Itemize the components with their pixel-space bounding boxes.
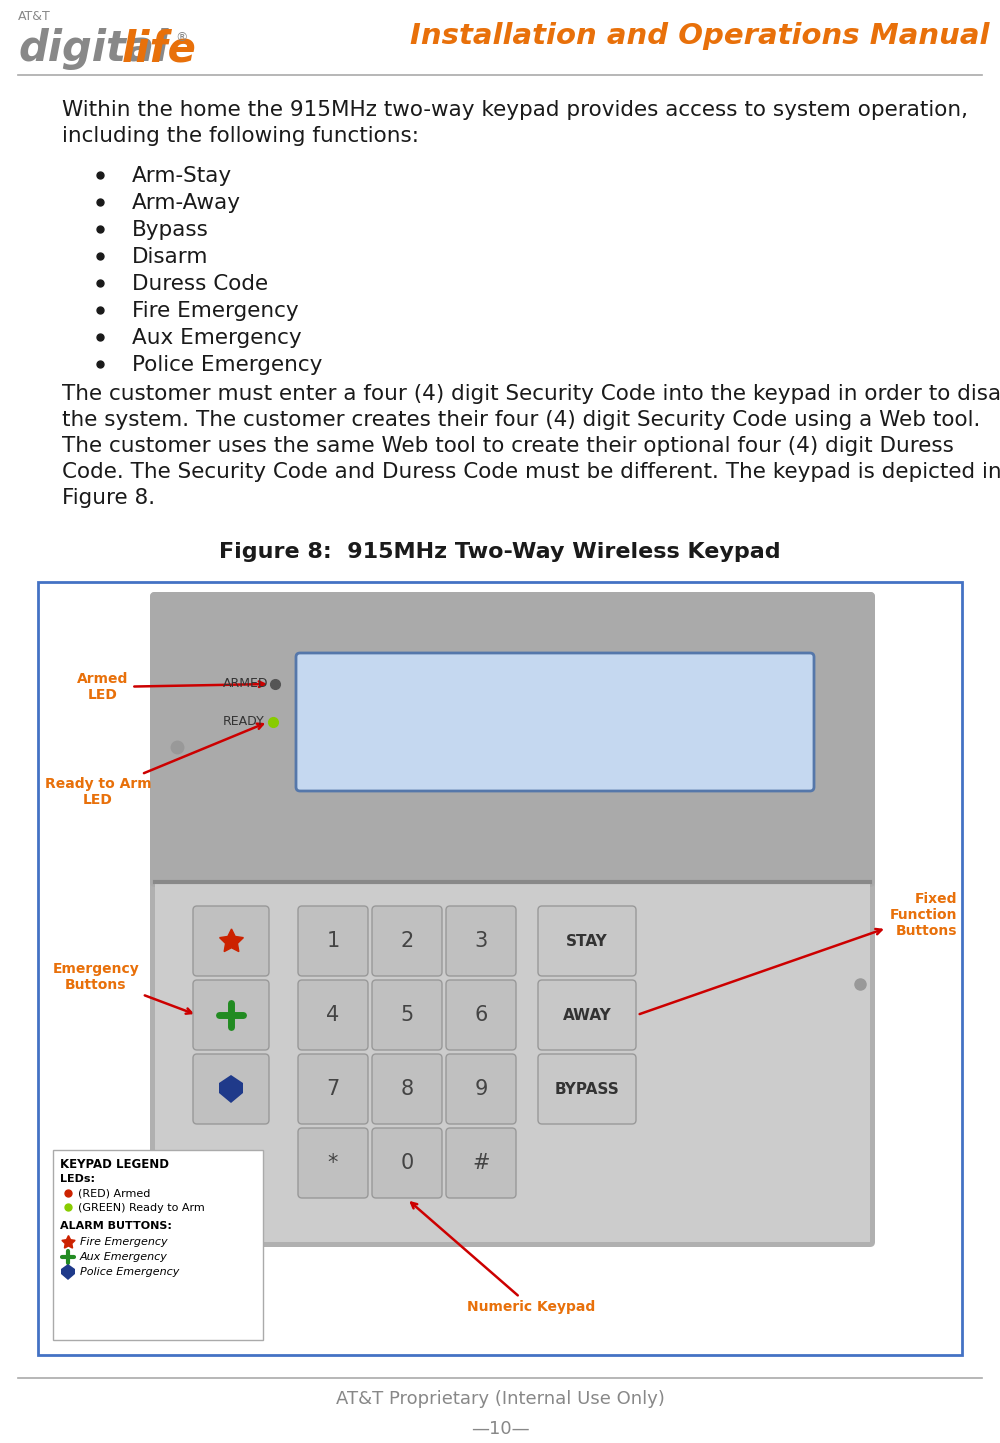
FancyBboxPatch shape [193, 906, 269, 975]
FancyBboxPatch shape [538, 1053, 636, 1124]
FancyBboxPatch shape [38, 582, 962, 1355]
Text: BYPASS: BYPASS [555, 1081, 619, 1097]
Text: digital: digital [18, 27, 168, 71]
FancyBboxPatch shape [446, 906, 516, 975]
Text: 2: 2 [400, 931, 414, 951]
Text: LEDs:: LEDs: [60, 1175, 95, 1185]
Text: Fixed
Function
Buttons: Fixed Function Buttons [640, 892, 957, 1014]
Text: Arm-Away: Arm-Away [132, 193, 241, 214]
Text: Disarm: Disarm [132, 247, 208, 267]
Text: Bypass: Bypass [132, 219, 209, 240]
Text: 3: 3 [474, 931, 488, 951]
Text: Emergency
Buttons: Emergency Buttons [53, 962, 192, 1013]
FancyBboxPatch shape [446, 1128, 516, 1198]
FancyBboxPatch shape [150, 592, 875, 1247]
FancyBboxPatch shape [446, 980, 516, 1051]
Text: AT&T Proprietary (Internal Use Only): AT&T Proprietary (Internal Use Only) [336, 1390, 664, 1408]
Text: Arm-Stay: Arm-Stay [132, 166, 232, 186]
FancyBboxPatch shape [298, 1053, 368, 1124]
FancyBboxPatch shape [372, 980, 442, 1051]
Text: Duress Code: Duress Code [132, 274, 268, 294]
Text: Police Emergency: Police Emergency [80, 1267, 179, 1277]
Text: The customer must enter a four (4) digit Security Code into the keypad in order : The customer must enter a four (4) digit… [62, 384, 1000, 404]
Text: Aux Emergency: Aux Emergency [132, 328, 302, 348]
Text: 5: 5 [400, 1004, 414, 1025]
Text: 8: 8 [400, 1079, 414, 1100]
Text: Numeric Keypad: Numeric Keypad [411, 1202, 595, 1315]
Text: 1: 1 [326, 931, 340, 951]
FancyBboxPatch shape [538, 980, 636, 1051]
FancyBboxPatch shape [296, 654, 814, 791]
Text: Police Emergency: Police Emergency [132, 355, 322, 375]
Text: The customer uses the same Web tool to create their optional four (4) digit Dure: The customer uses the same Web tool to c… [62, 436, 954, 456]
Text: AT&T: AT&T [18, 10, 51, 23]
Text: life: life [122, 27, 197, 71]
FancyBboxPatch shape [372, 1053, 442, 1124]
Text: Within the home the 915MHz two-way keypad provides access to system operation,: Within the home the 915MHz two-way keypa… [62, 100, 968, 120]
Text: ALARM BUTTONS:: ALARM BUTTONS: [60, 1221, 172, 1231]
Text: 6: 6 [474, 1004, 488, 1025]
Text: Code. The Security Code and Duress Code must be different. The keypad is depicte: Code. The Security Code and Duress Code … [62, 462, 1000, 482]
Text: 4: 4 [326, 1004, 340, 1025]
FancyBboxPatch shape [372, 906, 442, 975]
Text: KEYPAD LEGEND: KEYPAD LEGEND [60, 1157, 169, 1172]
FancyBboxPatch shape [298, 1128, 368, 1198]
Text: (GREEN) Ready to Arm: (GREEN) Ready to Arm [78, 1203, 205, 1214]
Text: Installation and Operations Manual: Installation and Operations Manual [411, 22, 990, 51]
Text: STAY: STAY [566, 934, 608, 948]
Text: ARMED: ARMED [223, 677, 268, 690]
FancyBboxPatch shape [538, 906, 636, 975]
Text: AWAY: AWAY [563, 1007, 611, 1023]
FancyBboxPatch shape [193, 1053, 269, 1124]
Text: 0: 0 [400, 1153, 414, 1173]
Text: ®: ® [175, 30, 188, 43]
FancyBboxPatch shape [372, 1128, 442, 1198]
Text: Figure 8:  915MHz Two-Way Wireless Keypad: Figure 8: 915MHz Two-Way Wireless Keypad [219, 543, 781, 561]
Text: including the following functions:: including the following functions: [62, 126, 419, 146]
Text: Ready to Arm
LED: Ready to Arm LED [45, 724, 263, 807]
FancyBboxPatch shape [155, 882, 870, 1242]
Text: READY: READY [223, 714, 265, 729]
Text: (RED) Armed: (RED) Armed [78, 1189, 150, 1199]
Polygon shape [61, 1264, 75, 1280]
Text: Aux Emergency: Aux Emergency [80, 1253, 168, 1263]
Text: Armed
LED: Armed LED [77, 672, 264, 703]
FancyBboxPatch shape [298, 980, 368, 1051]
FancyBboxPatch shape [446, 1053, 516, 1124]
Text: 7: 7 [326, 1079, 340, 1100]
Text: Figure 8.: Figure 8. [62, 488, 155, 508]
FancyBboxPatch shape [150, 592, 875, 887]
Text: the system. The customer creates their four (4) digit Security Code using a Web : the system. The customer creates their f… [62, 410, 980, 430]
FancyBboxPatch shape [193, 980, 269, 1051]
Text: Fire Emergency: Fire Emergency [80, 1237, 168, 1247]
Text: 9: 9 [474, 1079, 488, 1100]
FancyBboxPatch shape [298, 906, 368, 975]
Polygon shape [219, 1075, 243, 1102]
Text: *: * [328, 1153, 338, 1173]
FancyBboxPatch shape [53, 1150, 263, 1341]
Text: #: # [472, 1153, 490, 1173]
Text: —10—: —10— [471, 1420, 529, 1439]
Text: Fire Emergency: Fire Emergency [132, 302, 299, 320]
